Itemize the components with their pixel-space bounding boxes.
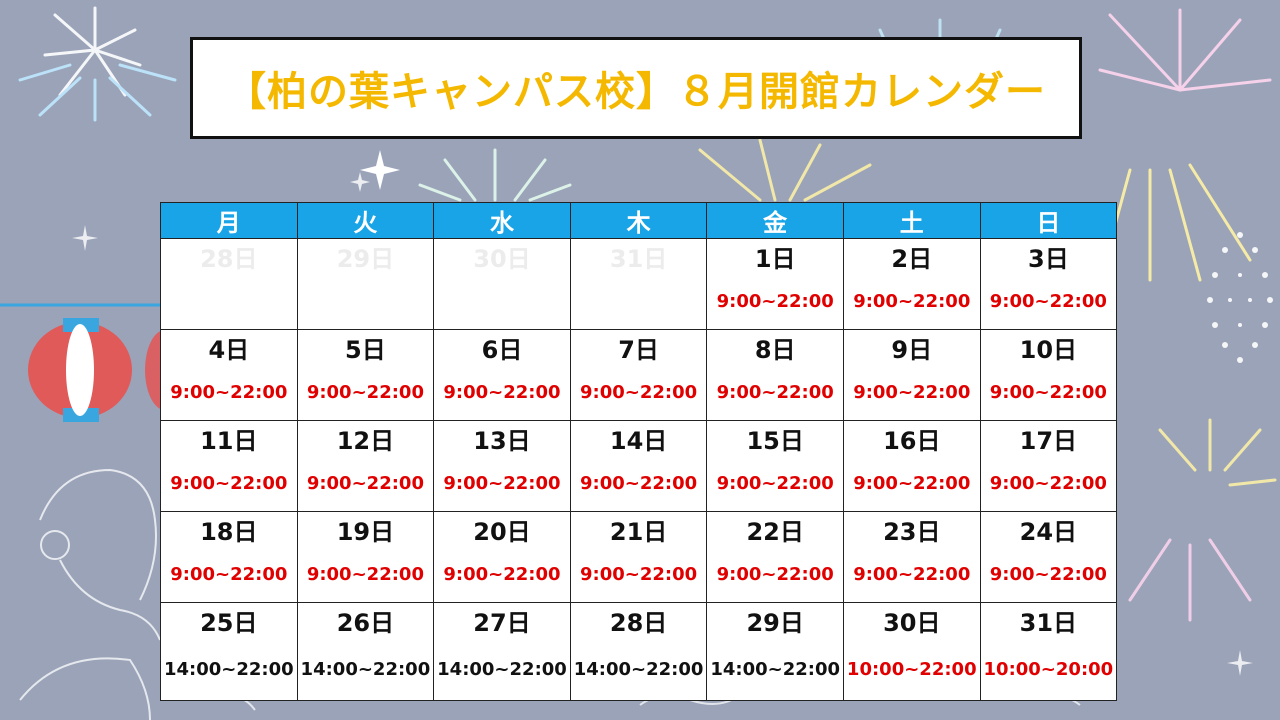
weekday-header-row: 月火水木金土日: [160, 202, 1118, 239]
day-date: 4日: [160, 329, 298, 365]
day-hours: [433, 274, 571, 330]
day-hours: 9:00~22:00: [296, 365, 435, 421]
week-date-row: 18日 19日 20日 21日 22日 23日 24日: [160, 511, 1118, 547]
day-date: 25日: [160, 602, 298, 638]
day-hours: 14:00~22:00: [296, 638, 435, 701]
girl-line-drawing: [19, 468, 161, 720]
day-hours: 9:00~22:00: [569, 547, 708, 603]
day-hours: 9:00~22:00: [569, 456, 708, 512]
day-hours: 10:00~22:00: [842, 638, 981, 701]
day-date: 12日: [296, 420, 435, 456]
day-date: 15日: [706, 420, 844, 456]
day-hours: [296, 274, 435, 330]
day-date: 19日: [296, 511, 435, 547]
weekday-header: 火: [296, 202, 435, 239]
day-hours: 9:00~22:00: [706, 456, 844, 512]
day-date: 29日: [296, 238, 435, 274]
day-hours: 9:00~22:00: [296, 547, 435, 603]
sparkle-icons: [72, 150, 1253, 676]
day-hours: 9:00~22:00: [979, 365, 1118, 421]
weekday-header: 日: [979, 202, 1118, 239]
day-hours: [569, 274, 708, 330]
day-hours: 14:00~22:00: [569, 638, 708, 701]
day-hours: 9:00~22:00: [433, 547, 571, 603]
week-date-row: 25日 26日 27日 28日 29日 30日 31日: [160, 602, 1118, 638]
dotted-firework-right: [1207, 232, 1273, 363]
day-date: 3日: [979, 238, 1118, 274]
day-date: 11日: [160, 420, 298, 456]
day-date: 2日: [842, 238, 981, 274]
day-hours: 9:00~22:00: [160, 547, 298, 603]
day-hours: [160, 274, 298, 330]
paper-lantern: [0, 303, 185, 422]
week-hours-row: 14:00~22:00 14:00~22:00 14:00~22:00 14:00~2…: [160, 638, 1118, 701]
day-hours: 9:00~22:00: [296, 456, 435, 512]
day-hours: 9:00~22:00: [842, 547, 981, 603]
day-date: 24日: [979, 511, 1118, 547]
day-date: 10日: [979, 329, 1118, 365]
day-date: 14日: [569, 420, 708, 456]
week-date-row: 11日 12日 13日 14日 15日 16日 17日: [160, 420, 1118, 456]
firework-burst-center: [418, 138, 872, 202]
day-hours: 14:00~22:00: [433, 638, 571, 701]
day-date: 13日: [433, 420, 571, 456]
day-date: 27日: [433, 602, 571, 638]
day-date: 8日: [706, 329, 844, 365]
day-hours: 9:00~22:00: [433, 365, 571, 421]
week-hours-row: 9:00~22:00 9:00~22:00 9:00~22:00 9:00~22:00…: [160, 456, 1118, 512]
day-date: 7日: [569, 329, 708, 365]
day-date: 16日: [842, 420, 981, 456]
week-hours-row: 9:00~22:00 9:00~22:00 9:00~22:00 9:00~22:00…: [160, 365, 1118, 421]
day-hours: 9:00~22:00: [842, 365, 981, 421]
day-hours: 9:00~22:00: [160, 456, 298, 512]
weekday-header: 木: [569, 202, 708, 239]
week-hours-row: 9:00~22:00 9:00~22:00 9:00~22:00 9:00~22:00…: [160, 547, 1118, 603]
day-hours: 9:00~22:00: [979, 456, 1118, 512]
weekday-header: 金: [706, 202, 844, 239]
day-hours: 9:00~22:00: [706, 365, 844, 421]
day-hours: 9:00~22:00: [569, 365, 708, 421]
day-date: 30日: [842, 602, 981, 638]
day-date: 28日: [569, 602, 708, 638]
day-date: 1日: [706, 238, 844, 274]
day-date: 6日: [433, 329, 571, 365]
day-date: 29日: [706, 602, 844, 638]
week-date-row: 4日 5日 6日 7日 8日 9日 10日: [160, 329, 1118, 365]
day-hours: 9:00~22:00: [433, 456, 571, 512]
day-hours: 9:00~22:00: [706, 547, 844, 603]
day-date: 28日: [160, 238, 298, 274]
day-hours: 9:00~22:00: [842, 274, 981, 330]
day-hours: 10:00~20:00: [979, 638, 1118, 701]
day-date: 23日: [842, 511, 981, 547]
calendar-table: 月火水木金土日 28日 29日 30日 31日 1日 2日 3日 9:00~22:00 9:00…: [160, 202, 1118, 701]
firework-burst-top-left: [18, 6, 177, 122]
day-date: 26日: [296, 602, 435, 638]
day-date: 20日: [433, 511, 571, 547]
day-hours: 14:00~22:00: [160, 638, 298, 701]
weekday-header: 水: [433, 202, 571, 239]
day-hours: 14:00~22:00: [706, 638, 844, 701]
day-date: 17日: [979, 420, 1118, 456]
firework-burst-bottom-right: [1128, 418, 1277, 622]
day-date: 22日: [706, 511, 844, 547]
week-date-row: 28日 29日 30日 31日 1日 2日 3日: [160, 238, 1118, 274]
day-date: 31日: [979, 602, 1118, 638]
day-hours: 9:00~22:00: [979, 547, 1118, 603]
page-title: 【柏の葉キャンパス校】８月開館カレンダー: [226, 69, 1046, 115]
day-hours: 9:00~22:00: [842, 456, 981, 512]
day-date: 9日: [842, 329, 981, 365]
day-date: 18日: [160, 511, 298, 547]
day-hours: 9:00~22:00: [979, 274, 1118, 330]
day-date: 30日: [433, 238, 571, 274]
day-date: 31日: [569, 238, 708, 274]
title-box: 【柏の葉キャンパス校】８月開館カレンダー: [190, 37, 1082, 139]
day-date: 5日: [296, 329, 435, 365]
week-hours-row: 9:00~22:00 9:00~22:00 9:00~22:00: [160, 274, 1118, 330]
day-hours: 9:00~22:00: [160, 365, 298, 421]
weekday-header: 月: [160, 202, 298, 239]
weekday-header: 土: [842, 202, 981, 239]
day-hours: 9:00~22:00: [706, 274, 844, 330]
day-date: 21日: [569, 511, 708, 547]
